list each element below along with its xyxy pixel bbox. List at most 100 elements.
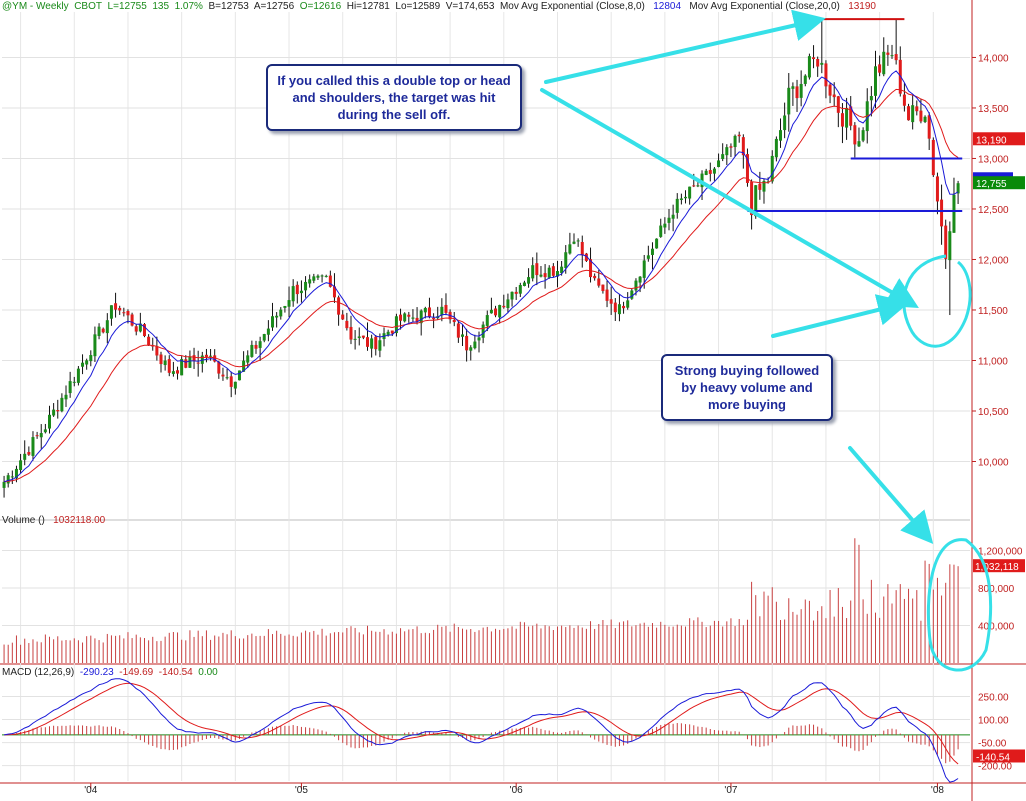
candle-down <box>737 134 741 137</box>
callout-double-top: If you called this a double top or head … <box>266 64 522 131</box>
candle-up <box>271 316 275 328</box>
candle-up <box>762 180 766 192</box>
candle-up <box>64 394 68 400</box>
candle-up <box>659 225 663 237</box>
candle-up <box>704 170 708 176</box>
candle-down <box>196 362 200 364</box>
candle-up <box>31 437 35 456</box>
candle-down <box>390 330 394 334</box>
candle-up <box>717 160 721 168</box>
candle-down <box>155 346 159 356</box>
candle-down <box>407 314 411 317</box>
candle-up <box>783 115 787 131</box>
macd-label: MACD (12,26,9) <box>2 667 75 678</box>
candle-up <box>576 240 580 242</box>
candle-up <box>47 414 51 429</box>
candle-up <box>237 370 241 381</box>
macd-tag-text: -140.54 <box>976 752 1010 763</box>
candle-down <box>597 278 601 286</box>
price-tick-label: 12,000 <box>978 255 1009 266</box>
candle-up <box>2 481 6 488</box>
x-tick-label: '05 <box>295 785 308 796</box>
x-tick-label: '08 <box>931 785 944 796</box>
candle-up <box>873 66 877 96</box>
candle-up <box>275 315 279 318</box>
volume-value: V=174,653 <box>445 1 495 12</box>
candle-up <box>19 460 23 470</box>
candle-down <box>919 110 923 122</box>
candle-down <box>126 311 130 316</box>
candle-down <box>192 355 196 361</box>
macd-value-1: -290.23 <box>79 667 114 678</box>
ma20-line <box>4 88 959 483</box>
candle-up <box>617 304 621 315</box>
candle-up <box>489 309 493 314</box>
candle-down <box>886 52 890 55</box>
candle-up <box>721 154 725 160</box>
candle-down <box>907 106 911 121</box>
candle-up <box>481 324 485 338</box>
candle-down <box>840 113 844 127</box>
candle-down <box>812 57 816 60</box>
price-tick-label: 11,500 <box>978 306 1008 317</box>
candle-up <box>469 347 473 351</box>
ask-price: A=12756 <box>253 1 295 12</box>
candle-up <box>498 305 502 318</box>
candle-up <box>646 255 650 259</box>
candle-up <box>803 75 807 84</box>
candle-up <box>568 244 572 254</box>
candle-down <box>101 328 105 333</box>
candle-up <box>663 223 667 228</box>
candle-down <box>915 106 919 112</box>
callout-double-top-text: If you called this a double top or head … <box>277 73 511 122</box>
price-tick-label: 11,000 <box>978 356 1008 367</box>
candle-down <box>452 319 456 323</box>
candle-down <box>204 354 208 357</box>
volume-bars-group <box>3 538 959 663</box>
candle-up <box>473 341 477 349</box>
price-tick-label: 14,000 <box>978 53 1009 64</box>
candle-up <box>72 381 76 383</box>
candle-up <box>688 186 692 199</box>
candle-up <box>477 337 481 341</box>
candle-up <box>304 281 308 291</box>
candle-up <box>506 299 510 309</box>
annotation-circle-volume <box>926 538 993 672</box>
candle-up <box>638 276 642 283</box>
candle-up <box>52 409 56 416</box>
candle-up <box>357 336 361 338</box>
candle-up <box>225 377 229 379</box>
open-price: O=12616 <box>299 1 342 12</box>
candle-up <box>564 252 568 269</box>
candle-down <box>217 361 221 374</box>
candle-up <box>105 320 109 334</box>
candle-down <box>551 266 555 276</box>
candle-down <box>745 154 749 183</box>
candle-up <box>85 360 89 365</box>
annotation-arrow-buying <box>771 294 910 338</box>
macd-value-2: -149.69 <box>119 667 154 678</box>
candle-up <box>81 362 85 367</box>
candle-down <box>494 308 498 316</box>
net-change: 135 <box>152 1 170 12</box>
candle-down <box>816 58 820 67</box>
macd-tick-label: 250.00 <box>978 692 1009 703</box>
candle-up <box>696 185 700 187</box>
macd-value-4: 0.00 <box>198 667 218 678</box>
candle-up <box>725 147 729 156</box>
candle-down <box>176 370 180 374</box>
candle-up <box>279 309 283 317</box>
candle-up <box>423 308 427 313</box>
candle-down <box>444 304 448 313</box>
candle-up <box>634 280 638 291</box>
candle-down <box>366 337 370 347</box>
candle-up <box>76 368 80 383</box>
candle-down <box>613 302 617 313</box>
annotation-arrow-volume <box>848 446 934 545</box>
candle-up <box>572 241 576 244</box>
candle-down <box>221 374 225 377</box>
candle-up <box>386 331 390 335</box>
candle-up <box>667 217 671 223</box>
candle-up <box>518 285 522 294</box>
candle-up <box>60 397 64 412</box>
